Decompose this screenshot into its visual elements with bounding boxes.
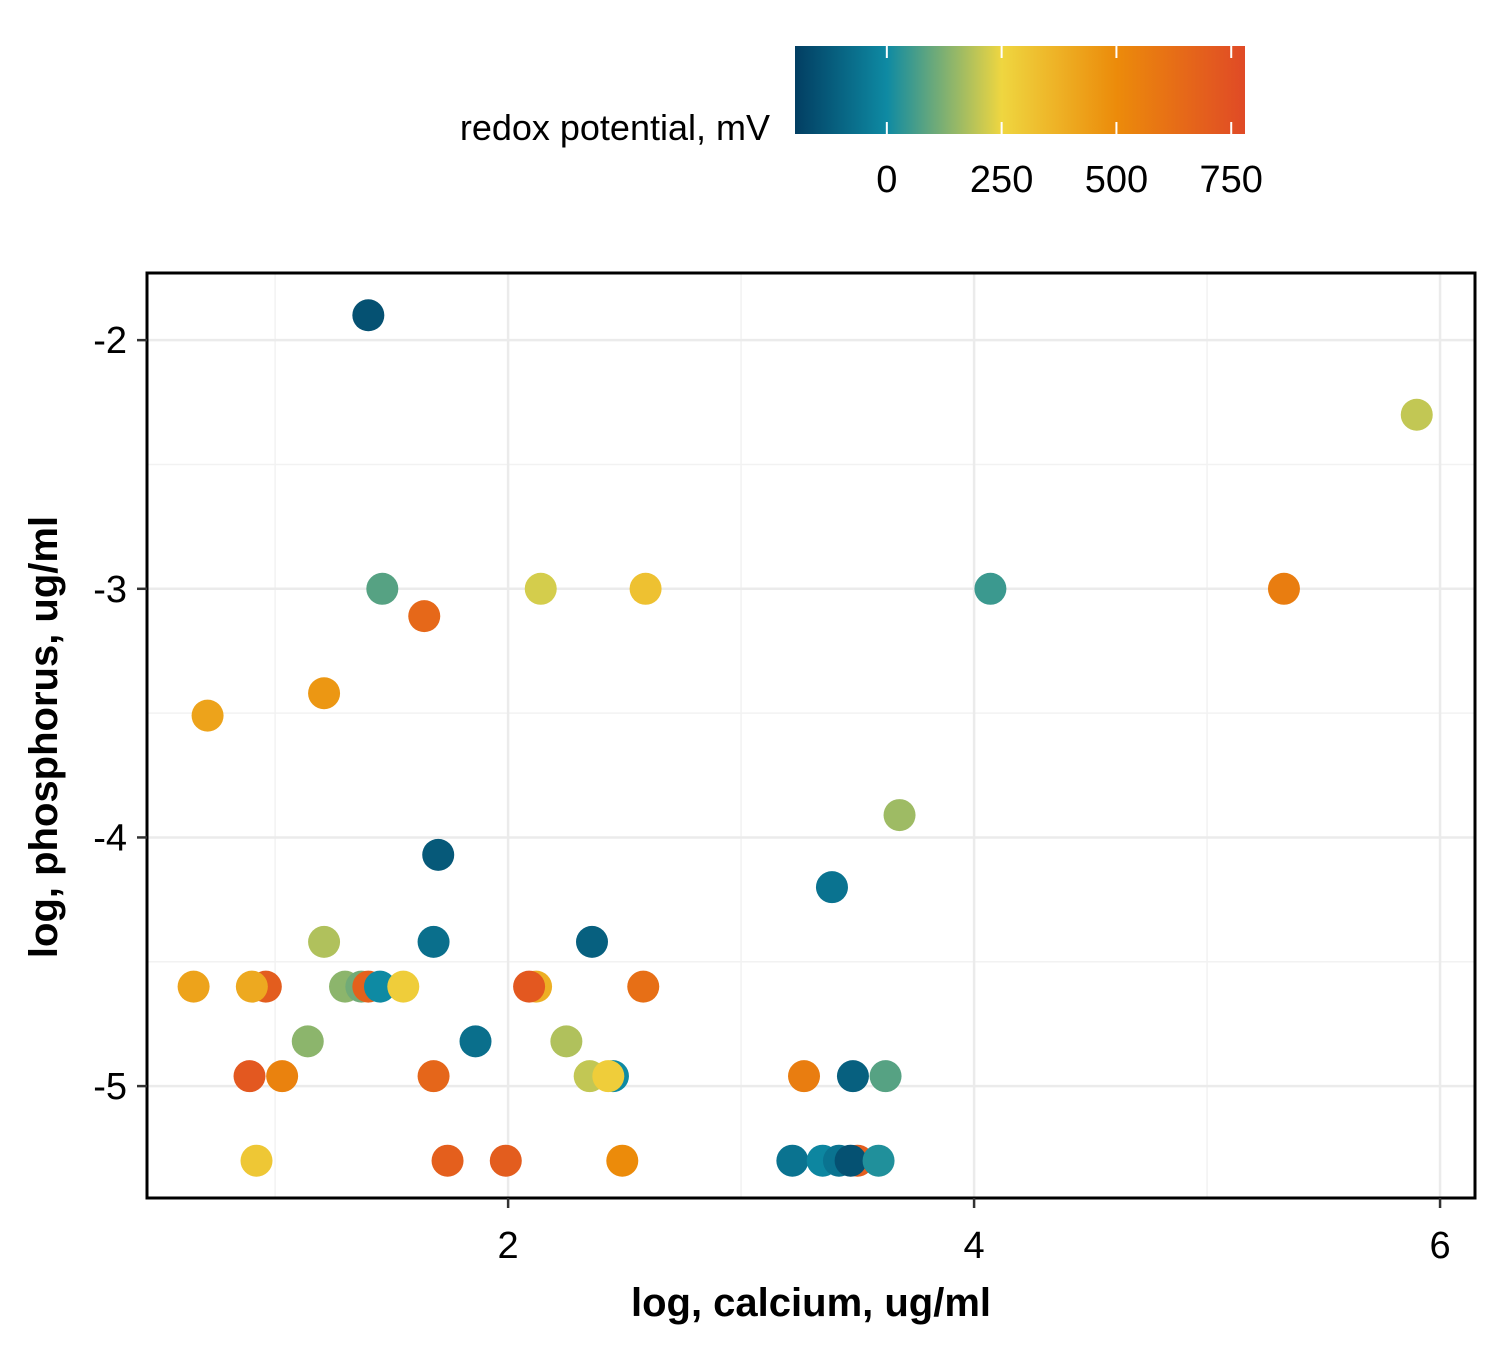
- data-point: [308, 677, 341, 710]
- data-point: [862, 1144, 895, 1177]
- data-point: [266, 1060, 299, 1093]
- data-point: [387, 970, 420, 1003]
- minor-gridlines: [147, 273, 1475, 1198]
- data-point: [550, 1025, 583, 1058]
- y-axis-title: log, phosphorus, ug/ml: [22, 516, 66, 958]
- data-point: [834, 1144, 867, 1177]
- data-point: [815, 871, 848, 904]
- data-point: [524, 572, 557, 605]
- data-point: [459, 1025, 492, 1058]
- data-point: [629, 572, 662, 605]
- colorbar-tick-label: 750: [1200, 159, 1263, 201]
- data-point: [431, 1144, 464, 1177]
- y-tick-label: -2: [93, 320, 127, 362]
- data-point: [575, 925, 608, 958]
- data-point: [836, 1060, 869, 1093]
- x-tick-label: 4: [964, 1225, 985, 1267]
- data-point: [233, 1060, 266, 1093]
- y-tick-label: -3: [93, 569, 127, 611]
- colorbar-legend: redox potential, mV 0 250 500 750: [460, 46, 1263, 201]
- data-point: [1267, 572, 1300, 605]
- x-tick-label: 2: [498, 1225, 519, 1267]
- data-point: [592, 1060, 625, 1093]
- panel-border: [145, 271, 1477, 1200]
- data-point: [352, 299, 385, 332]
- data-point: [489, 1144, 522, 1177]
- data-point: [606, 1144, 639, 1177]
- data-point: [869, 1060, 902, 1093]
- plot-panel: [145, 271, 1477, 1200]
- data-point: [417, 925, 450, 958]
- data-point: [417, 1060, 450, 1093]
- legend-title: redox potential, mV: [460, 107, 770, 148]
- data-point: [408, 600, 441, 633]
- panel-background: [147, 273, 1475, 1198]
- data-point: [240, 1144, 273, 1177]
- data-point: [366, 572, 399, 605]
- x-axis-title: log, calcium, ug/ml: [631, 1281, 991, 1325]
- data-point: [627, 970, 660, 1003]
- colorbar-ticks: 0 250 500 750: [876, 46, 1263, 201]
- colorbar: [795, 46, 1245, 134]
- data-point: [974, 572, 1007, 605]
- y-axis: -2 -3 -4 -5: [93, 320, 147, 1108]
- colorbar-tick-label: 500: [1085, 159, 1148, 201]
- data-point: [422, 838, 455, 871]
- data-point: [1400, 398, 1433, 431]
- colorbar-tick-label: 250: [970, 159, 1033, 201]
- data-point: [513, 970, 546, 1003]
- data-point: [788, 1060, 821, 1093]
- data-point: [883, 799, 916, 832]
- y-tick-label: -5: [93, 1066, 127, 1108]
- data-point: [363, 970, 396, 1003]
- data-point: [308, 925, 341, 958]
- data-point: [776, 1144, 809, 1177]
- y-tick-label: -4: [93, 817, 127, 859]
- data-point: [235, 970, 268, 1003]
- data-point: [191, 699, 224, 732]
- data-points: [177, 299, 1433, 1177]
- x-axis: 2 4 6: [498, 1198, 1451, 1267]
- data-point: [177, 970, 210, 1003]
- data-point: [291, 1025, 324, 1058]
- x-tick-label: 6: [1429, 1225, 1450, 1267]
- colorbar-tick-label: 0: [876, 159, 897, 201]
